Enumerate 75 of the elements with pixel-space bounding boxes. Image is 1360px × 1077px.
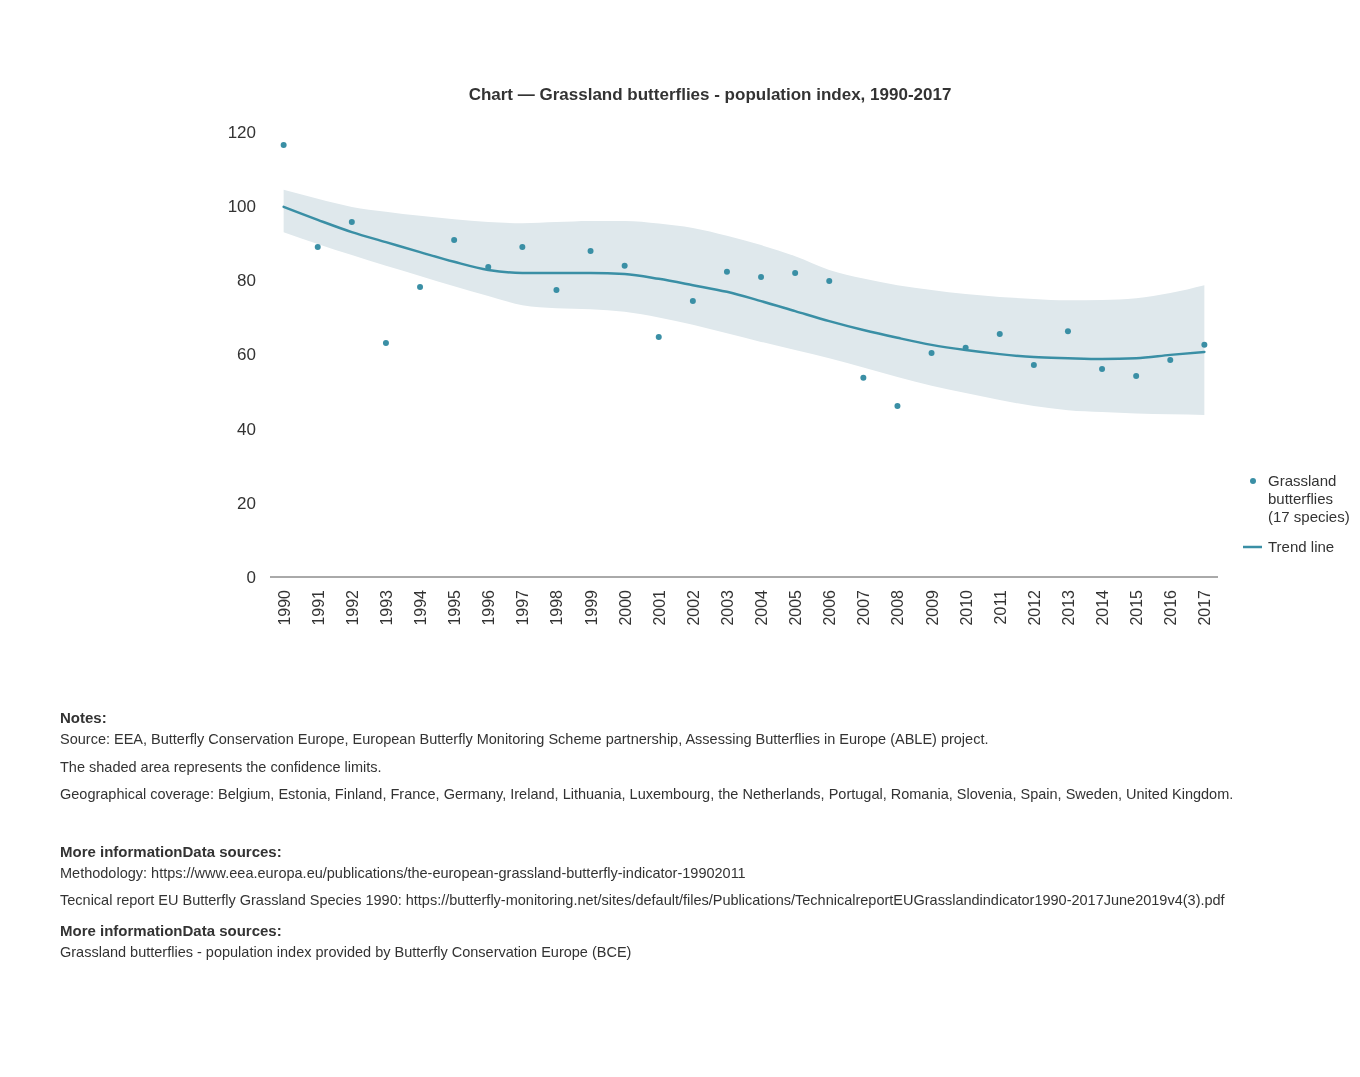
x-tick-label: 2005 bbox=[787, 589, 805, 626]
point bbox=[826, 278, 833, 285]
x-tick-label: 2002 bbox=[684, 589, 702, 626]
y-tick-label: 120 bbox=[227, 122, 256, 142]
point bbox=[758, 274, 765, 280]
line-series bbox=[282, 205, 1206, 361]
point bbox=[689, 298, 696, 305]
x-tick-label: 1999 bbox=[582, 589, 600, 626]
text: Geographical coverage: Belgium, Estonia, Finland, France, Germany, Ireland, Lithuania, Luxembourg, the Netherlands, Portugal, Romania, Slovenia, Spain, Sweden, United Kingdom. bbox=[60, 786, 1234, 803]
text: Grassland butterflies - population index provided by Butterfly Conservation Europe (BCE) bbox=[60, 944, 632, 961]
x-tick-label: 2003 bbox=[718, 589, 736, 626]
y-tick-label: 40 bbox=[237, 419, 256, 439]
point bbox=[894, 403, 901, 410]
point bbox=[348, 219, 355, 226]
x-tick-label: 1995 bbox=[446, 589, 464, 626]
y-tick-label: 100 bbox=[227, 197, 256, 217]
x-tick-label: 2009 bbox=[923, 589, 941, 626]
x-tick-label: 2006 bbox=[821, 589, 839, 626]
point bbox=[996, 331, 1003, 338]
y-tick-label: 0 bbox=[246, 567, 256, 587]
x-tick-label: 1998 bbox=[548, 589, 566, 626]
point bbox=[1064, 328, 1071, 335]
point bbox=[280, 141, 287, 148]
point bbox=[382, 340, 389, 346]
point bbox=[1201, 341, 1208, 348]
text: More informationData sources: bbox=[60, 843, 282, 861]
x-tick-label: 2000 bbox=[616, 589, 634, 626]
y-tick-label: 60 bbox=[237, 345, 256, 365]
text: Methodology: https://www.eea.europa.eu/publications/the-european-grassland-butterfly-indicator-19902011 bbox=[60, 865, 746, 882]
legend-label: Grassland butterflies (17 species) bbox=[1268, 472, 1350, 526]
legend-label: Trend line bbox=[1268, 538, 1335, 556]
point bbox=[928, 350, 935, 357]
point bbox=[1099, 365, 1106, 372]
x-tick-label: 2017 bbox=[1196, 589, 1214, 626]
x-tick-label: 2010 bbox=[957, 589, 975, 626]
point bbox=[655, 334, 662, 341]
text: Tecnical report EU Butterfly Grassland Species 1990: https://butterfly-monitoring.net/sites/default/files/Publications/TechnicalreportEUGrasslandindicator1990-2017June2019v4(3).pdf bbox=[60, 892, 1226, 909]
source-note: Source: EEA, Butterfly Conservation Europe, European Butterfly Monitoring Scheme partnership, Assessing Butterflies in Europe (ABLE) project. bbox=[60, 731, 989, 748]
point bbox=[792, 269, 799, 276]
x-tick-label: 1990 bbox=[275, 589, 293, 626]
point bbox=[860, 374, 867, 381]
x-tick-label: 2008 bbox=[889, 589, 907, 626]
x-tick-label: 1997 bbox=[514, 589, 532, 626]
point bbox=[519, 243, 526, 250]
point bbox=[1167, 357, 1174, 364]
x-tick-label: 2007 bbox=[855, 589, 873, 626]
point bbox=[621, 262, 628, 269]
point bbox=[1133, 373, 1140, 380]
x-tick-label: 2004 bbox=[753, 589, 771, 626]
x-tick-label: 2015 bbox=[1128, 589, 1146, 626]
text: More informationData sources: bbox=[60, 922, 282, 940]
point bbox=[314, 243, 321, 250]
x-tick-label: 1994 bbox=[412, 589, 430, 626]
point bbox=[451, 236, 458, 243]
x-tick-label: 1993 bbox=[377, 589, 395, 626]
x-tick-label: 1992 bbox=[343, 589, 361, 626]
point bbox=[723, 268, 730, 275]
point bbox=[417, 284, 424, 291]
point bbox=[485, 263, 492, 270]
point bbox=[553, 286, 560, 293]
x-tick-label: 2011 bbox=[991, 589, 1009, 625]
text: Notes: bbox=[60, 709, 107, 727]
x-tick-label: 2012 bbox=[1025, 589, 1043, 626]
text: The shaded area represents the confidence limits. bbox=[60, 759, 382, 776]
x-tick-label: 2001 bbox=[650, 589, 668, 626]
chart-title: Chart — Grassland butterflies - population index, 1990-2017 bbox=[468, 85, 952, 104]
y-tick-label: 20 bbox=[237, 493, 256, 513]
x-tick-label: 2013 bbox=[1059, 589, 1077, 626]
x-tick-label: 2016 bbox=[1162, 589, 1180, 626]
point bbox=[1030, 361, 1037, 368]
x-tick-label: 1996 bbox=[480, 589, 498, 626]
x-tick-label: 1991 bbox=[309, 589, 327, 626]
point bbox=[587, 248, 594, 255]
y-tick-label: 80 bbox=[237, 271, 256, 291]
x-tick-label: 2014 bbox=[1094, 589, 1112, 626]
